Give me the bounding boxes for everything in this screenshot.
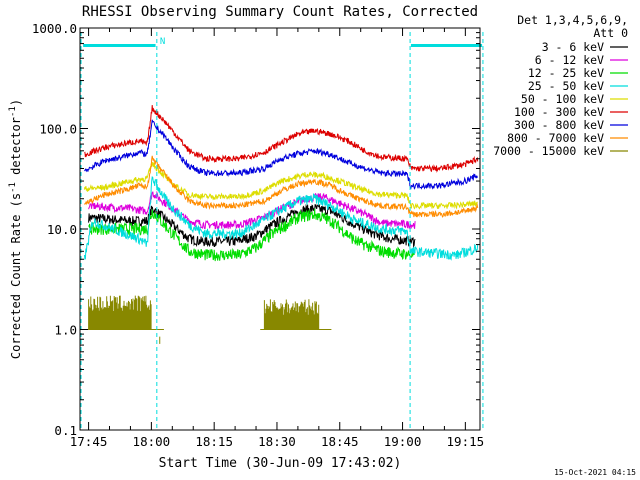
series-line-2 xyxy=(88,190,416,231)
series-line-4 xyxy=(83,176,479,261)
x-axis-label: Start Time (30-Jun-09 17:43:02) xyxy=(159,456,402,471)
legend-label: 3 - 6 keV xyxy=(542,40,604,54)
legend-label: 100 - 300 keV xyxy=(514,105,604,119)
series-line-6 xyxy=(84,105,479,173)
legend-label: 800 - 7000 keV xyxy=(507,131,604,145)
x-tick-label: 18:45 xyxy=(321,434,359,449)
legend-label: 300 - 800 keV xyxy=(514,118,604,132)
series-line-7 xyxy=(84,119,479,190)
y-tick-label: 0.1 xyxy=(54,423,77,438)
x-axis-ticks: 17:45 18:00 18:15 18:30 18:45 19:00 19:15 xyxy=(70,28,484,449)
x-tick-label: 19:15 xyxy=(447,434,485,449)
legend-header-line-1: Det 1,3,4,5,6,9, xyxy=(517,13,628,27)
legend-label: 12 - 25 keV xyxy=(528,66,604,80)
series-bursts-9 xyxy=(84,295,480,344)
legend-label: 6 - 12 keV xyxy=(535,53,604,67)
y-axis-label: Corrected Count Rate (s-1 detector-1) xyxy=(8,99,23,359)
annotation-label: N xyxy=(160,37,165,47)
y-axis-ticks: 1000.0 100.0 10.0 1.0 0.1 xyxy=(32,21,480,438)
x-tick-label: 19:00 xyxy=(384,434,422,449)
chart-title: RHESSI Observing Summary Count Rates, Co… xyxy=(82,4,478,20)
legend-label: 50 - 100 keV xyxy=(521,92,604,106)
legend-label: 7000 - 15000 keV xyxy=(493,144,604,158)
night-markers: N xyxy=(80,32,484,430)
footer-date: 15-Oct-2021 04:15 xyxy=(554,468,636,477)
x-tick-label: 17:45 xyxy=(70,434,108,449)
plot-traces xyxy=(83,105,480,344)
x-tick-label: 18:00 xyxy=(133,434,171,449)
series-line-8 xyxy=(83,155,479,218)
legend-label: 25 - 50 keV xyxy=(528,79,604,93)
y-tick-label: 1.0 xyxy=(54,323,77,338)
y-axis-label-sup-2: -1 xyxy=(8,106,18,117)
x-tick-label: 18:30 xyxy=(258,434,296,449)
series-line-5 xyxy=(83,161,478,210)
legend-header-line-2: Att 0 xyxy=(593,26,628,40)
x-tick-label: 18:15 xyxy=(195,434,233,449)
series-line-3 xyxy=(88,208,416,262)
y-tick-label: 10.0 xyxy=(47,222,77,237)
y-tick-label: 1000.0 xyxy=(32,21,77,36)
y-tick-label: 100.0 xyxy=(39,122,77,137)
